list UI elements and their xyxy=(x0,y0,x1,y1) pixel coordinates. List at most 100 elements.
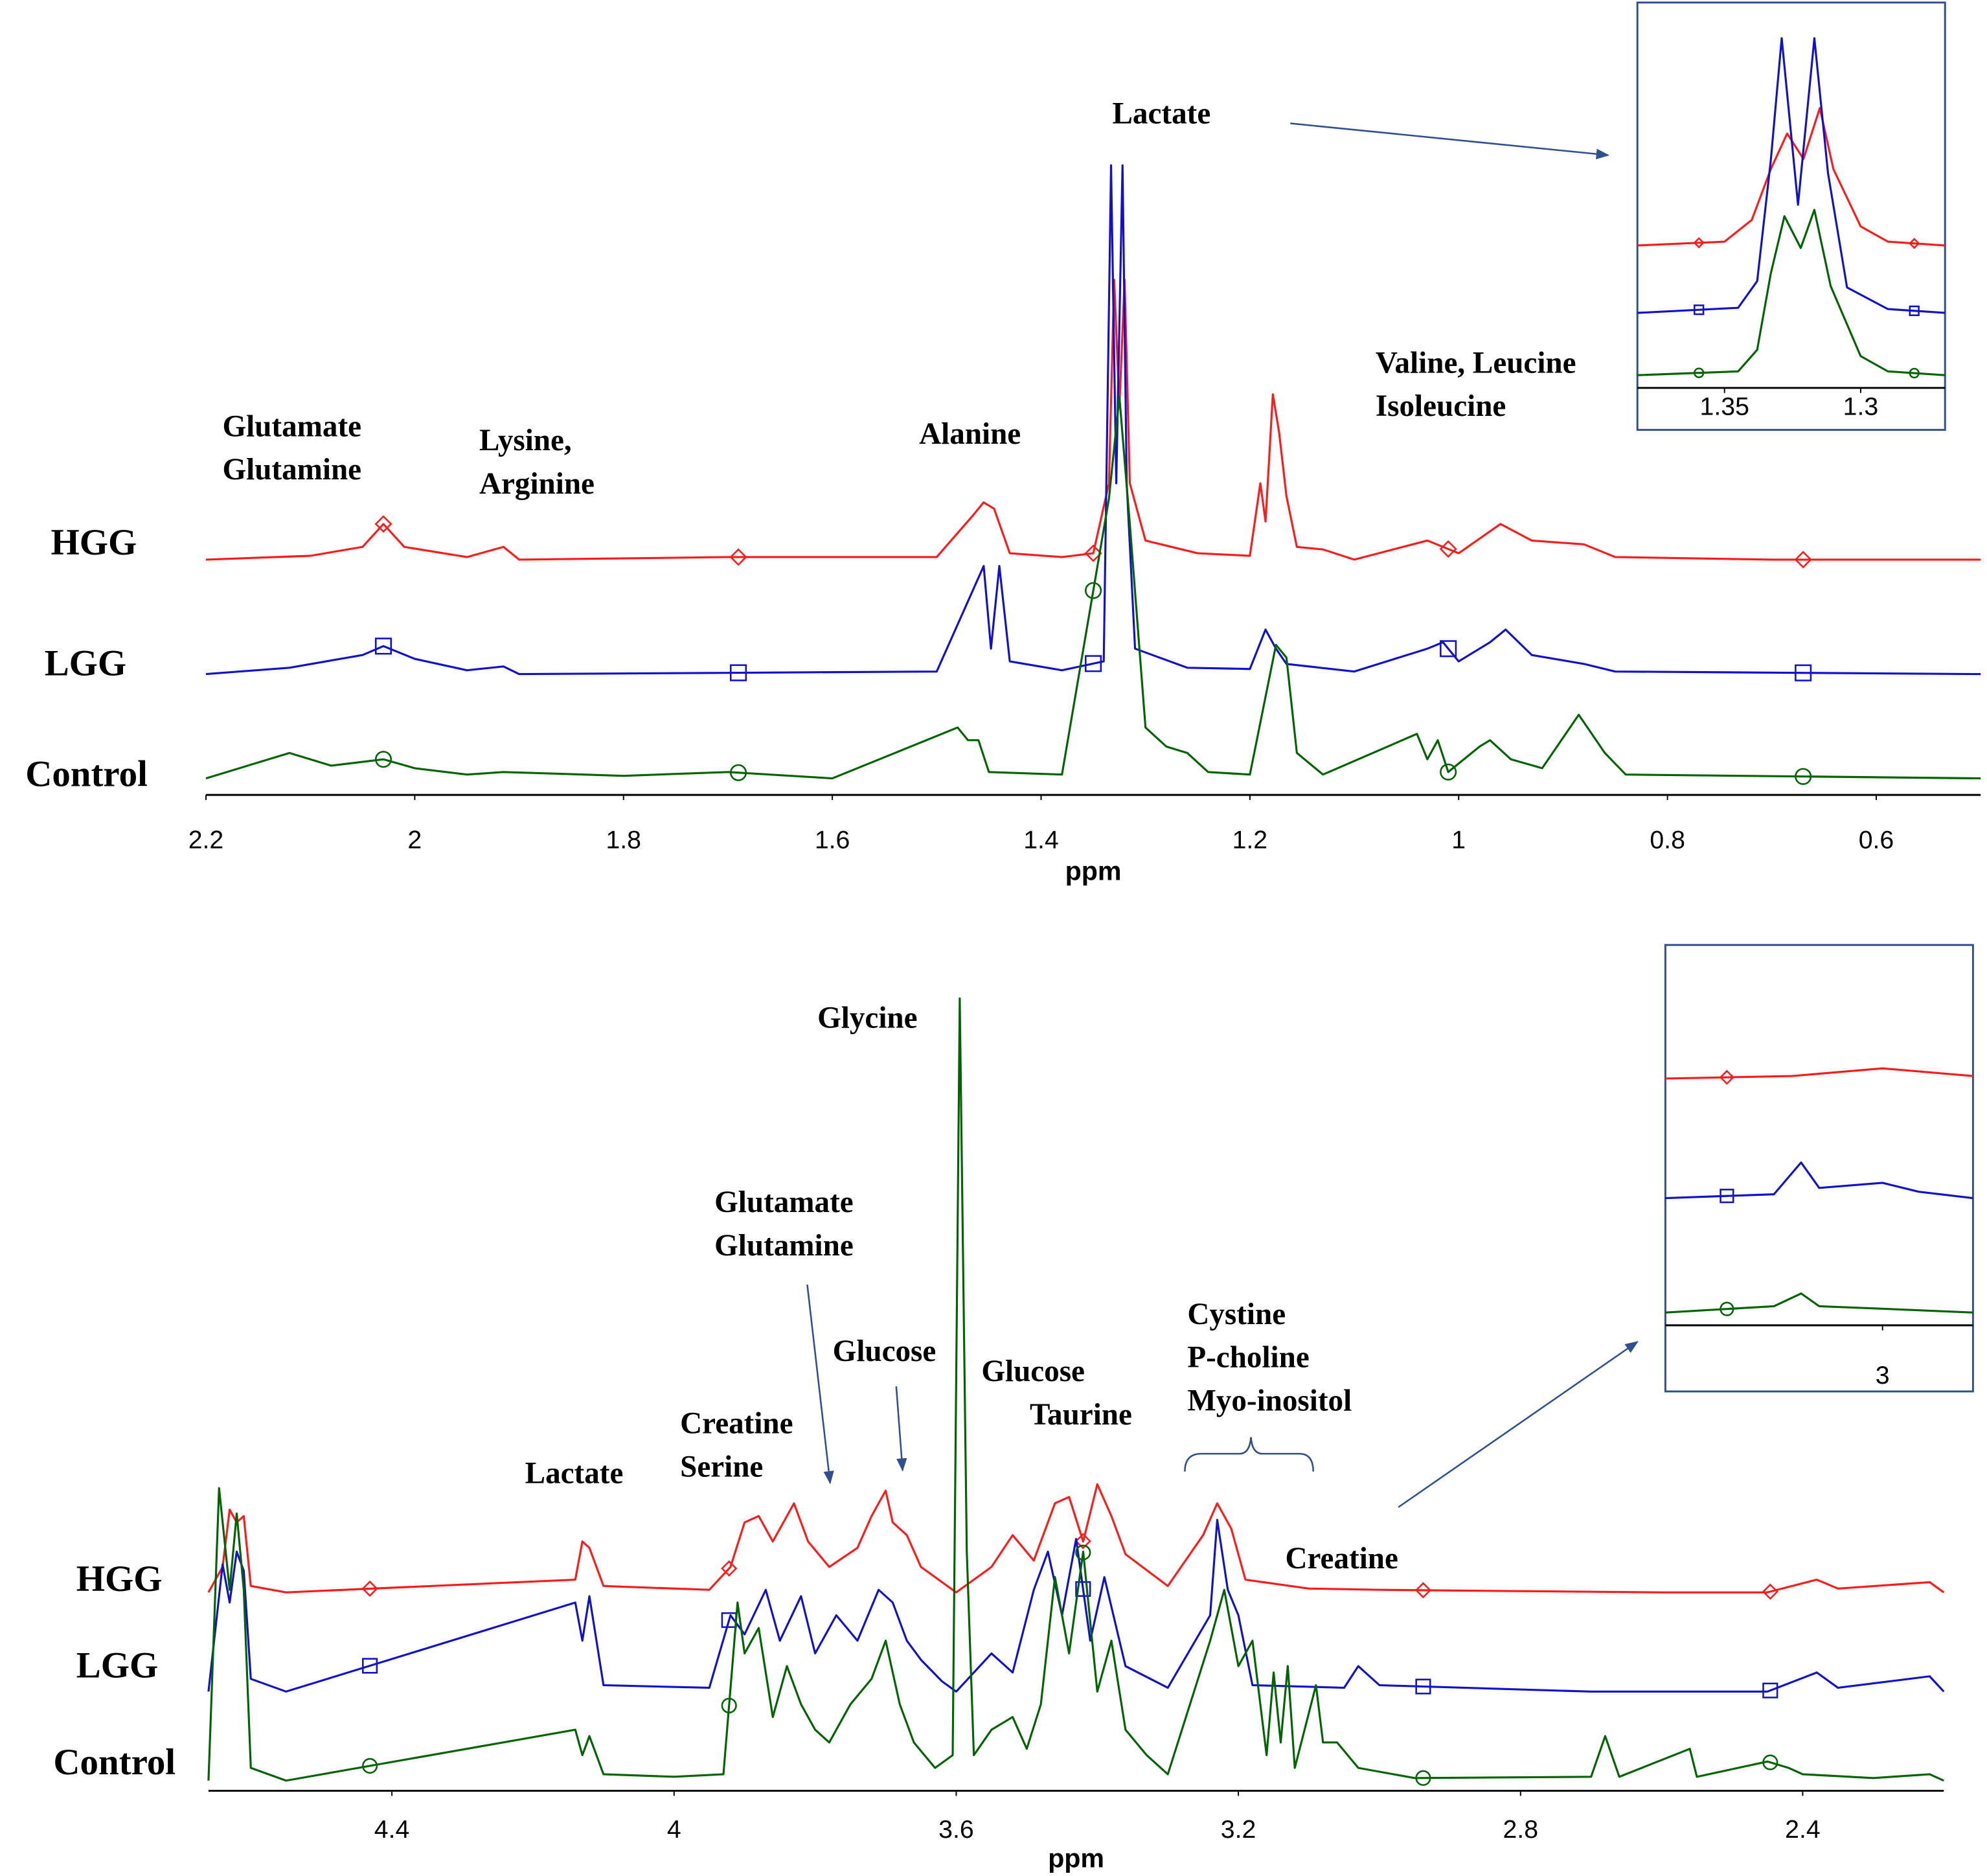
series-marker xyxy=(1694,304,1705,315)
series-marker xyxy=(374,751,392,768)
annotation: Serine xyxy=(680,1450,763,1483)
series-marker xyxy=(362,1658,378,1674)
series-label: HGG xyxy=(76,1559,163,1599)
x-tick-label: 1 xyxy=(1451,826,1466,854)
series-marker xyxy=(1085,655,1102,672)
x-tick-label: 1.3 xyxy=(1843,392,1879,420)
annotation: Isoleucine xyxy=(1376,389,1506,423)
spectrum-line xyxy=(1637,37,1946,314)
x-tick-label: 1.35 xyxy=(1700,392,1749,420)
x-tick-label: 0.8 xyxy=(1650,826,1685,854)
annotation: P-choline xyxy=(1187,1341,1309,1375)
x-tick-label: 3 xyxy=(1876,1361,1890,1390)
x-axis-label: ppm xyxy=(1048,1843,1104,1873)
x-axis-label: ppm xyxy=(1065,856,1122,886)
series-marker xyxy=(1720,1189,1734,1204)
spectrum-line xyxy=(205,164,1981,676)
arrow xyxy=(1398,1341,1639,1508)
series-marker xyxy=(1440,640,1457,658)
x-tick-label: 2.4 xyxy=(1785,1815,1821,1844)
x-tick-label: 1.2 xyxy=(1232,826,1268,854)
series-marker xyxy=(361,1580,378,1597)
series-marker xyxy=(1909,367,1920,379)
series-marker xyxy=(1440,763,1457,781)
arrow xyxy=(1290,122,1610,159)
x-tick-label: 1.4 xyxy=(1023,826,1059,854)
series-marker xyxy=(1439,540,1457,558)
series-marker xyxy=(1720,1301,1734,1316)
series-marker xyxy=(1075,1544,1091,1561)
annotation: Glucose xyxy=(833,1334,937,1368)
series-label: Control xyxy=(53,1742,176,1783)
series-label: HGG xyxy=(51,522,137,563)
annotation: Glutamine xyxy=(223,453,362,486)
annotation: Creatine xyxy=(680,1407,793,1441)
x-tick-label: 1.6 xyxy=(815,826,850,854)
series-marker xyxy=(729,764,747,781)
annotation: Glutamine xyxy=(714,1229,854,1263)
arrow xyxy=(895,1386,907,1472)
series-label: LGG xyxy=(76,1645,159,1686)
series-marker xyxy=(1762,1682,1778,1699)
series-marker xyxy=(1084,544,1102,562)
x-tick-label: 4.4 xyxy=(374,1815,410,1844)
annotation: Myo-inositol xyxy=(1187,1384,1352,1417)
x-tick-label: 2 xyxy=(407,826,422,854)
x-tick-label: 2.8 xyxy=(1503,1815,1538,1844)
annotation: Lactate xyxy=(1113,97,1211,130)
series-label: LGG xyxy=(45,643,127,684)
arrow xyxy=(806,1284,834,1485)
series-marker xyxy=(1693,237,1705,249)
series-marker xyxy=(729,548,747,566)
x-tick-label: 2.2 xyxy=(188,826,224,854)
annotation: Glutamate xyxy=(714,1185,854,1219)
annotation: Lactate xyxy=(525,1456,624,1490)
series-marker xyxy=(374,515,392,533)
spectrum-line xyxy=(1665,1292,1973,1314)
spectrum-line xyxy=(205,396,1981,780)
spectrum-line xyxy=(207,1483,1945,1594)
series-marker xyxy=(374,637,392,655)
series-marker xyxy=(721,1697,737,1713)
annotation: Glutamate xyxy=(223,409,362,443)
annotation: Lysine, xyxy=(479,424,572,457)
series-marker xyxy=(1694,367,1705,378)
x-tick-label: 4 xyxy=(667,1815,681,1844)
series-marker xyxy=(1909,238,1920,249)
inset-frame xyxy=(1636,1,1946,431)
x-tick-label: 1.8 xyxy=(606,826,641,854)
series-marker xyxy=(1719,1070,1735,1085)
annotation: Creatine xyxy=(1285,1542,1398,1575)
x-tick-label: 0.6 xyxy=(1859,826,1894,854)
series-marker xyxy=(1795,768,1812,785)
series-marker xyxy=(1414,1582,1432,1599)
series-marker xyxy=(1909,305,1920,316)
series-marker xyxy=(1415,1770,1431,1786)
series-marker xyxy=(1762,1583,1778,1600)
series-marker xyxy=(729,664,747,681)
series-marker xyxy=(1795,664,1812,681)
series-label: Control xyxy=(25,753,148,794)
spectrum-line xyxy=(1637,209,1946,376)
series-marker xyxy=(362,1757,378,1774)
x-tick-label: 3.6 xyxy=(938,1815,974,1844)
annotation: Cystine xyxy=(1187,1298,1286,1331)
series-marker xyxy=(1085,582,1102,599)
spectrum-line xyxy=(1665,1067,1973,1080)
annotation: Valine, Leucine xyxy=(1376,346,1576,380)
brace xyxy=(1184,1437,1314,1472)
series-marker xyxy=(1794,551,1812,569)
x-tick-label: 3.2 xyxy=(1221,1815,1256,1844)
annotation: Arginine xyxy=(479,467,595,501)
annotation: Glucose xyxy=(981,1355,1085,1388)
series-marker xyxy=(721,1560,738,1577)
series-marker xyxy=(1762,1754,1778,1770)
inset-frame xyxy=(1664,944,1974,1393)
annotation: Taurine xyxy=(1030,1398,1132,1432)
annotation: Alanine xyxy=(919,417,1021,451)
spectrum-line xyxy=(1665,1161,1973,1200)
series-marker xyxy=(1074,1533,1091,1550)
series-marker xyxy=(1415,1678,1431,1695)
